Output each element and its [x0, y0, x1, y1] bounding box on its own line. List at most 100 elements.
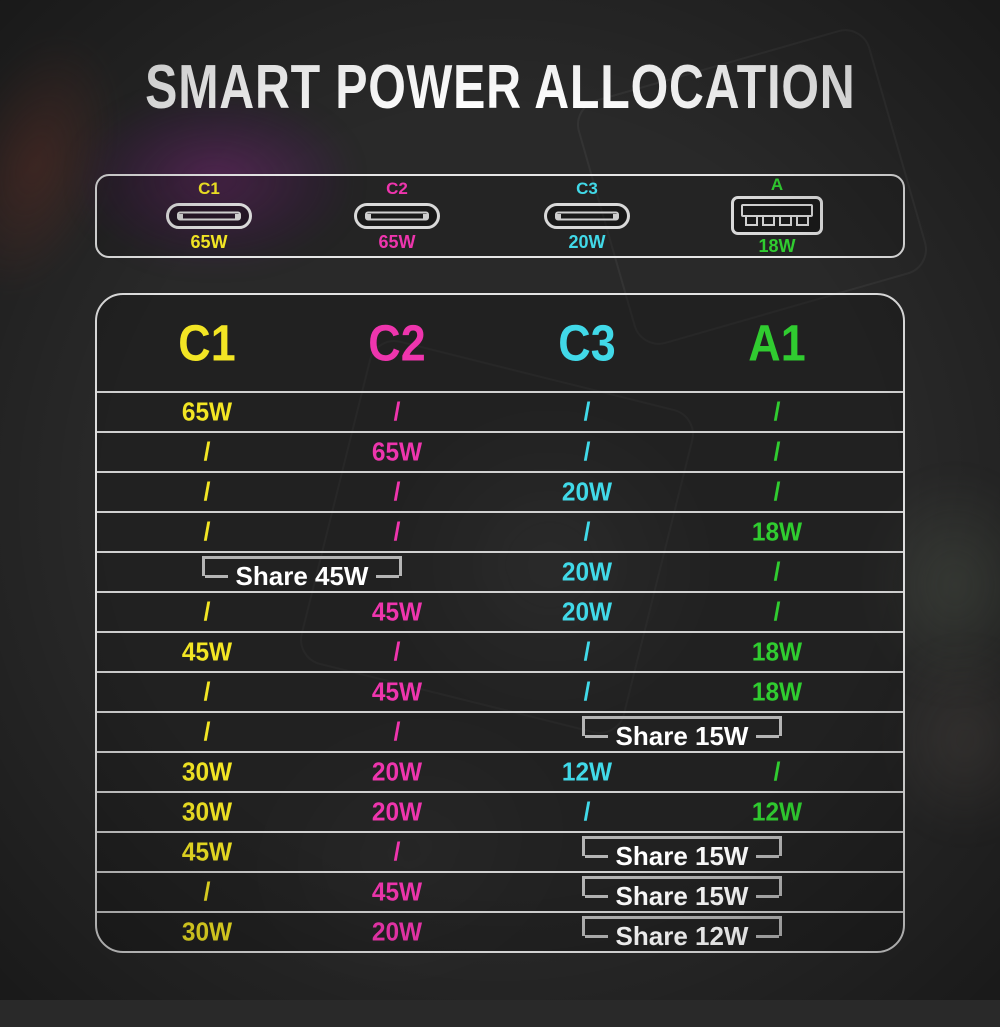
cell-c2: /: [393, 396, 401, 427]
table-rows: 65W / / //65W / / //20W / / //18W 20W / Share 45W/45…: [97, 391, 903, 951]
table-row: 30W 20W 12W /: [97, 751, 903, 791]
cell-c1: /: [203, 476, 211, 507]
share-bracket: Share 15W: [582, 716, 782, 751]
power-allocation-table: C1 C2 C3 A1 65W / / //65W / / //20W / / //18W 20W /…: [95, 293, 905, 953]
share-bracket-stub: [756, 734, 780, 738]
cell-a1: /: [773, 436, 781, 467]
cell-c1: 30W: [181, 916, 233, 947]
share-bracket-stub: [585, 894, 608, 898]
table-row: 30W 20W Share 12W: [97, 911, 903, 951]
table-row: 65W / / /: [97, 391, 903, 431]
share-label: Share 15W: [615, 841, 749, 871]
share-bracket-cap: [202, 556, 402, 576]
share-bracket-inner: Share 15W: [585, 841, 780, 871]
column-header-c2: C2: [368, 314, 426, 372]
cell-c3: 20W: [561, 596, 613, 627]
cell-c2: 20W: [371, 756, 423, 787]
usb-c-port-icon: [544, 203, 630, 229]
cell-c2: 45W: [371, 596, 423, 627]
cell-a1: 18W: [751, 516, 803, 547]
port-c3-watt: 20W: [568, 232, 606, 252]
cell-c3: 20W: [561, 556, 613, 587]
share-bracket: Share 12W: [582, 916, 782, 951]
column-header-a1: A1: [748, 314, 806, 372]
usb-a-pin: [762, 217, 775, 226]
table-row: / 45W 20W /: [97, 591, 903, 631]
usb-c-tongue: [555, 211, 619, 221]
usb-c-port-icon: [166, 203, 252, 229]
share-bracket-inner: Share 12W: [585, 921, 780, 951]
table-row: / 45W / 18W: [97, 671, 903, 711]
charger-ports-panel: C1 65W C2 65W C3 20W A 18W: [95, 174, 905, 258]
share-bracket-inner: Share 15W: [585, 881, 780, 911]
cell-a1: /: [773, 396, 781, 427]
share-bracket-stub: [376, 574, 400, 578]
cell-c1: 65W: [181, 396, 233, 427]
share-label: Share 15W: [615, 721, 749, 751]
port-a: A 18W: [702, 176, 852, 256]
table-row: 30W 20W / 12W: [97, 791, 903, 831]
table-row: 45W / Share 15W: [97, 831, 903, 871]
port-c3: C3 20W: [512, 176, 662, 256]
cell-c2: /: [393, 716, 401, 747]
cell-a1: /: [773, 556, 781, 587]
port-c2-label: C2: [386, 179, 408, 198]
cell-a1: 18W: [751, 676, 803, 707]
cell-c3: /: [583, 516, 591, 547]
table-row: / / 20W /: [97, 471, 903, 511]
usb-a-pin: [779, 217, 792, 226]
share-bracket-cap: [582, 916, 782, 936]
cell-c2: /: [393, 636, 401, 667]
cell-c1: /: [203, 436, 211, 467]
usb-a-tongue: [741, 204, 813, 217]
table-row: / / / 18W: [97, 511, 903, 551]
port-c1-label: C1: [198, 179, 220, 198]
cell-c3: 20W: [561, 476, 613, 507]
port-c3-label: C3: [576, 179, 598, 198]
share-bracket-inner: Share 15W: [585, 721, 780, 751]
usb-a-pins: [745, 217, 809, 226]
port-c2-watt: 65W: [378, 232, 416, 252]
usb-a-port-icon: [731, 196, 823, 235]
cell-c2: /: [393, 836, 401, 867]
usb-a-pin: [745, 217, 758, 226]
share-label: Share 12W: [615, 921, 749, 951]
share-bracket-stub: [585, 734, 608, 738]
port-a-label: A: [770, 175, 784, 194]
cell-a1: /: [773, 476, 781, 507]
share-bracket-stub: [756, 934, 780, 938]
cell-c2: 45W: [371, 876, 423, 907]
cell-c1: /: [203, 876, 211, 907]
table-row: 20W / Share 45W: [97, 551, 903, 591]
table-row: 45W / / 18W: [97, 631, 903, 671]
column-header-c1: C1: [178, 314, 236, 372]
cell-c1: 30W: [181, 796, 233, 827]
table-row: / 45W Share 15W: [97, 871, 903, 911]
table-row: / / Share 15W: [97, 711, 903, 751]
cell-c3: /: [583, 396, 591, 427]
cell-a1: /: [773, 756, 781, 787]
share-bracket-inner: Share 45W: [205, 561, 400, 591]
cell-a1: /: [773, 596, 781, 627]
port-c2: C2 65W: [322, 176, 472, 256]
usb-c-tongue: [365, 211, 429, 221]
share-bracket-stub: [756, 894, 780, 898]
cell-c1: /: [203, 596, 211, 627]
table-row: / 65W / /: [97, 431, 903, 471]
share-bracket-stub: [585, 934, 608, 938]
cell-a1: 12W: [751, 796, 803, 827]
page-title: SMART POWER ALLOCATION: [0, 56, 1000, 120]
share-bracket-stub: [756, 854, 780, 858]
table-header-row: C1 C2 C3 A1: [97, 295, 903, 391]
port-a-watt: 18W: [758, 236, 796, 256]
cell-c1: /: [203, 516, 211, 547]
cell-c3: /: [583, 436, 591, 467]
cell-c1: 30W: [181, 756, 233, 787]
port-c1-watt: 65W: [190, 232, 228, 252]
page-title-text: SMART POWER ALLOCATION: [144, 53, 856, 122]
share-label: Share 45W: [235, 561, 369, 591]
share-bracket: Share 15W: [582, 876, 782, 911]
share-label: Share 15W: [615, 881, 749, 911]
usb-c-tongue: [177, 211, 241, 221]
cell-c3: /: [583, 796, 591, 827]
